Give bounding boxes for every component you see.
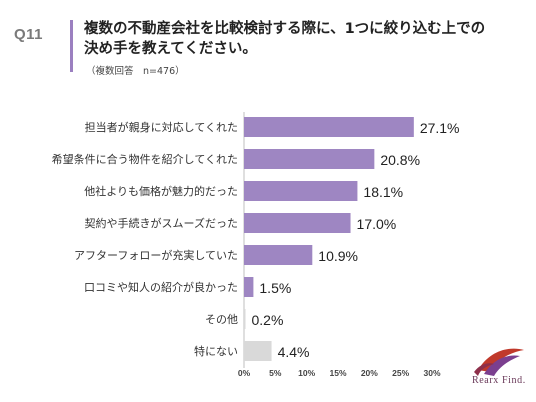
bar — [244, 181, 358, 201]
data-label: 18.1% — [363, 184, 403, 200]
category-label: 口コミや知人の紹介が良かった — [84, 280, 238, 294]
data-label: 27.1% — [420, 120, 460, 136]
data-label: 10.9% — [318, 248, 358, 264]
bar — [244, 117, 414, 137]
category-label: アフターフォローが充実していた — [74, 248, 238, 262]
data-label: 20.8% — [380, 152, 420, 168]
bar — [244, 277, 254, 297]
category-label: 担当者が親身に対応してくれた — [85, 120, 238, 134]
x-tick-label: 25% — [392, 368, 409, 378]
page-title: 複数の不動産会社を比較検討する際に、1つに絞り込む上での 決め手を教えてください… — [84, 19, 524, 59]
bar — [244, 309, 246, 329]
x-tick-label: 10% — [298, 368, 315, 378]
bar — [244, 213, 351, 233]
title-line-1: 複数の不動産会社を比較検討する際に、1つに絞り込む上での — [84, 21, 486, 37]
data-label: 4.4% — [278, 344, 310, 360]
x-tick-label: 0% — [238, 368, 251, 378]
brand-name: Rearx Find. — [472, 375, 526, 386]
x-tick-label: 15% — [329, 368, 346, 378]
sample-note: （複数回答 n=476） — [86, 66, 185, 77]
question-number: Q11 — [14, 26, 44, 43]
bar — [244, 149, 375, 169]
data-label: 1.5% — [259, 280, 291, 296]
data-label: 0.2% — [252, 312, 284, 328]
title-line-2: 決め手を教えてください。 — [84, 41, 257, 57]
bar — [244, 341, 272, 361]
x-tick-label: 5% — [269, 368, 282, 378]
category-label: 契約や手続きがスムーズだった — [85, 216, 238, 230]
bar — [244, 245, 313, 265]
data-label: 17.0% — [357, 216, 397, 232]
category-label: 希望条件に合う物件を紹介してくれた — [52, 152, 238, 166]
category-label: 他社よりも価格が魅力的だった — [84, 184, 238, 198]
category-label: 特にない — [194, 344, 238, 358]
x-tick-label: 30% — [423, 368, 440, 378]
title-accent-bar — [70, 20, 73, 72]
category-label: その他 — [205, 313, 238, 326]
x-tick-label: 20% — [361, 368, 378, 378]
brand-logo-icon — [474, 348, 524, 376]
